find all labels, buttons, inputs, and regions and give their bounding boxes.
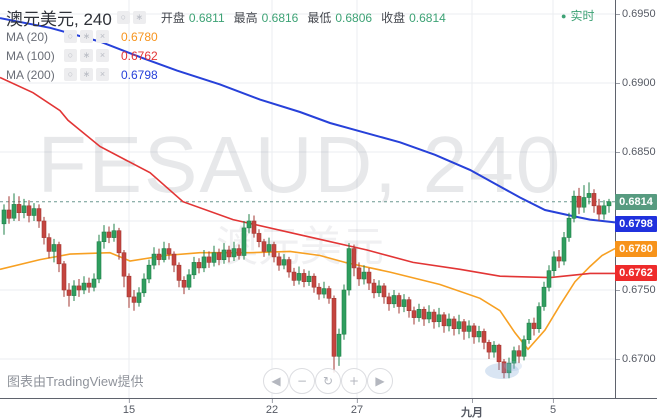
close-value: 0.6814 — [409, 10, 446, 25]
price-badge: 0.6762 — [615, 265, 657, 281]
price-tick-label: 0.6850 — [616, 145, 657, 159]
ma-legend: MA (20) ○ ∗ × 0.6780 MA (100) ○ ∗ × 0.67… — [6, 27, 158, 84]
open-label: 开盘 — [160, 11, 185, 25]
price-badge: 0.6780 — [615, 241, 657, 257]
symbol-title: 澳元美元, 240 — [6, 10, 112, 29]
ma-100-line — [0, 76, 615, 279]
high-value: 0.6816 — [261, 10, 299, 25]
open-value: 0.6811 — [188, 10, 225, 25]
close-icon[interactable]: × — [96, 30, 109, 43]
low-value: 0.6806 — [335, 10, 373, 25]
faint-logo-watermark — [485, 361, 522, 379]
time-tick-label: 5 — [550, 399, 556, 416]
ma200-value: 0.6798 — [121, 67, 158, 82]
visibility-icon[interactable]: ○ — [64, 49, 77, 62]
ma100-value: 0.6762 — [121, 48, 158, 63]
pan-left-button[interactable]: ◀ — [263, 368, 289, 394]
ma-200-line — [0, 17, 616, 224]
price-badge: 0.6814 — [615, 194, 657, 210]
settings-icon[interactable]: ∗ — [80, 68, 93, 81]
tradingview-attribution: 图表由TradingView提供 — [7, 374, 144, 389]
time-axis[interactable]: 15 22 27 九月 5 — [0, 399, 657, 420]
ma200-label: MA (200) — [6, 67, 55, 82]
settings-icon[interactable]: ∗ — [80, 30, 93, 43]
close-icon[interactable]: × — [96, 49, 109, 62]
time-tick-label: 九月 — [461, 399, 483, 420]
time-tick-label: 27 — [351, 399, 363, 416]
reset-zoom-button[interactable]: ↻ — [315, 368, 341, 394]
close-icon[interactable]: × — [96, 68, 109, 81]
ma20-value: 0.6780 — [121, 29, 158, 44]
ma20-label: MA (20) — [6, 29, 49, 44]
high-label: 最高 — [233, 11, 258, 25]
pan-right-button[interactable]: ▶ — [367, 368, 393, 394]
realtime-dot-icon: ● — [561, 10, 567, 21]
ma100-row: MA (100) ○ ∗ × 0.6762 — [6, 46, 158, 65]
visibility-icon[interactable]: ○ — [116, 11, 130, 24]
realtime-badge: ● 实时 — [561, 7, 594, 24]
realtime-label: 实时 — [570, 9, 595, 23]
time-tick-label: 22 — [266, 399, 278, 416]
time-tick-label: 15 — [123, 399, 135, 416]
chart-nav-controls: ◀ − ↻ + ▶ — [263, 368, 393, 394]
ma100-label: MA (100) — [6, 48, 55, 63]
ohlc-readout: 开盘 0.6811 最高 0.6816 最低 0.6806 收盘 0.6814 — [161, 9, 455, 26]
price-tick-label: 0.6700 — [616, 352, 657, 366]
close-label: 收盘 — [381, 11, 406, 25]
price-axis[interactable]: 0.6950 0.6900 0.6850 0.6750 0.6700 0.6814 0.67… — [615, 0, 657, 398]
ma20-row: MA (20) ○ ∗ × 0.6780 — [6, 27, 158, 46]
candles-layer — [1, 182, 612, 379]
settings-icon[interactable]: ∗ — [132, 11, 146, 24]
ma200-row: MA (200) ○ ∗ × 0.6798 — [6, 65, 158, 84]
zoom-out-button[interactable]: − — [289, 368, 315, 394]
visibility-icon[interactable]: ○ — [64, 30, 77, 43]
price-badge: 0.6798 — [615, 216, 657, 232]
price-tick-label: 0.6900 — [616, 76, 657, 90]
svg-text:FESAUD, 240: FESAUD, 240 — [38, 120, 562, 209]
chart-header: 澳元美元, 240 ○ ∗ 开盘 0.6811 最高 0.6816 最低 0.6… — [6, 5, 455, 30]
low-label: 最低 — [307, 11, 332, 25]
zoom-in-button[interactable]: + — [341, 368, 367, 394]
settings-icon[interactable]: ∗ — [80, 49, 93, 62]
price-tick-label: 0.6750 — [616, 283, 657, 297]
price-tick-label: 0.6950 — [616, 7, 657, 21]
visibility-icon[interactable]: ○ — [64, 68, 77, 81]
